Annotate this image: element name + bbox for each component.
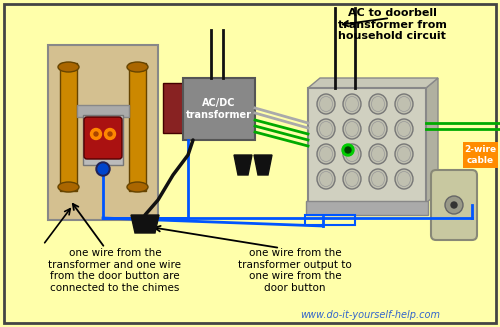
FancyBboxPatch shape [84,117,122,159]
Ellipse shape [317,144,335,164]
Ellipse shape [369,119,387,139]
FancyBboxPatch shape [431,170,477,240]
Ellipse shape [343,119,361,139]
Bar [463,142,498,168]
Circle shape [108,132,112,136]
Bar [305,215,355,225]
Ellipse shape [127,182,148,192]
Bar [129,63,146,191]
Text: AC/DC
transformer: AC/DC transformer [186,98,252,120]
Bar [306,201,428,215]
Ellipse shape [369,169,387,189]
Bar [83,115,123,165]
Ellipse shape [58,182,79,192]
Ellipse shape [317,119,335,139]
Circle shape [104,129,116,140]
Circle shape [98,164,108,174]
Ellipse shape [395,94,413,114]
Ellipse shape [395,169,413,189]
Circle shape [445,196,463,214]
Ellipse shape [343,169,361,189]
Bar [308,88,426,203]
Circle shape [90,129,102,140]
Polygon shape [308,78,438,88]
Polygon shape [131,215,159,233]
Bar [163,83,185,133]
Ellipse shape [369,144,387,164]
Circle shape [94,132,98,136]
Text: AC to doorbell
transformer from
household circuit: AC to doorbell transformer from househol… [338,8,446,41]
Ellipse shape [343,94,361,114]
Ellipse shape [58,62,79,72]
Circle shape [451,202,457,208]
Text: 2-wire
cable: 2-wire cable [464,145,496,165]
Ellipse shape [127,62,148,72]
Ellipse shape [343,144,361,164]
Text: one wire from the
transformer and one wire
from the door button are
connected to: one wire from the transformer and one wi… [48,248,182,293]
Ellipse shape [395,144,413,164]
Circle shape [96,162,110,176]
Ellipse shape [317,94,335,114]
Bar [60,63,77,191]
Bar [48,45,158,220]
Circle shape [345,147,351,153]
Circle shape [342,144,354,156]
Text: www.do-it-yourself-help.com: www.do-it-yourself-help.com [300,310,440,320]
Ellipse shape [395,119,413,139]
Polygon shape [426,78,438,203]
Ellipse shape [369,94,387,114]
Text: one wire from the
transformer output to
one wire from the
door button: one wire from the transformer output to … [238,248,352,293]
Polygon shape [254,155,272,175]
Polygon shape [234,155,252,175]
Bar [77,105,129,117]
Bar [183,78,255,140]
Ellipse shape [317,169,335,189]
